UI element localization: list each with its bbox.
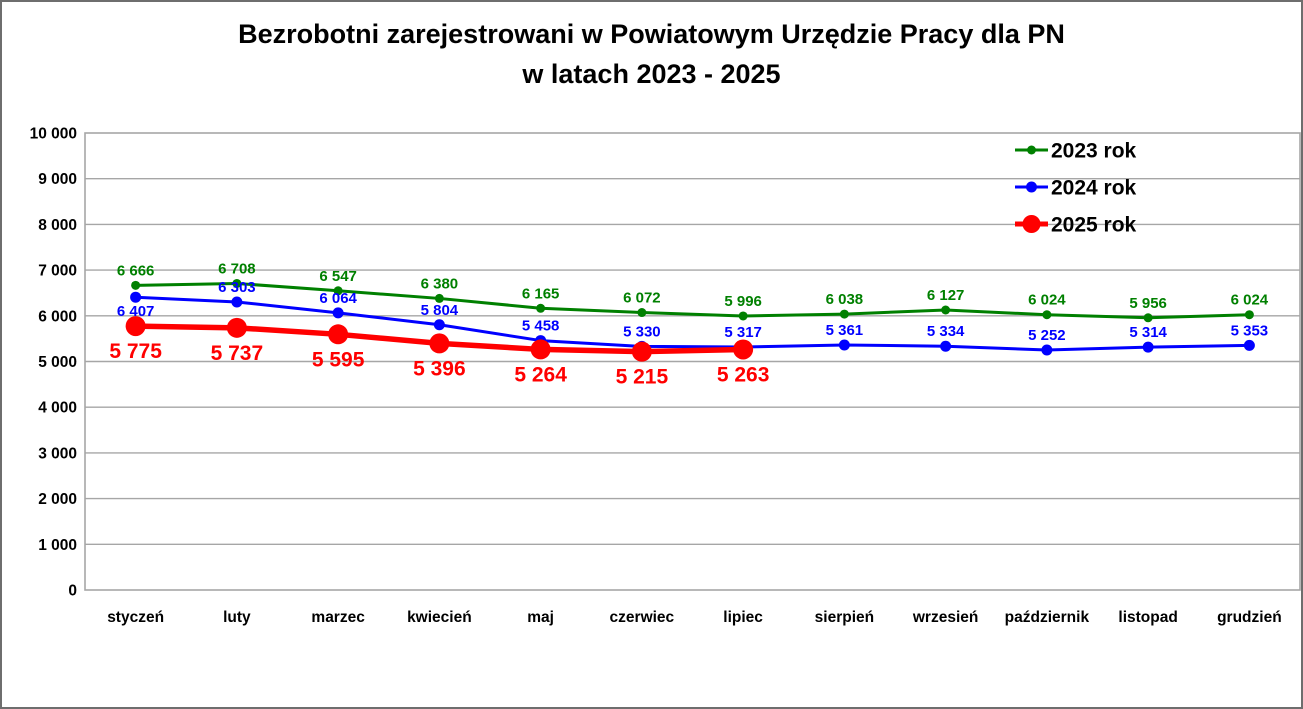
data-label-2024-rok-lipiec: 5 317 <box>724 324 762 341</box>
data-label-2024-rok-maj: 5 458 <box>522 318 560 335</box>
data-point-2023-rok-lipiec <box>738 311 748 321</box>
x-axis-label: październik <box>1005 609 1090 626</box>
series-line-2024-rok <box>134 295 1251 352</box>
data-label-2023-rok-maj: 6 165 <box>522 285 560 302</box>
data-point-2023-rok-kwiecień <box>434 293 444 303</box>
data-label-2024-rok-czerwiec: 5 330 <box>623 323 661 340</box>
data-point-2023-rok-wrzesień <box>941 305 951 315</box>
x-axis-label: czerwiec <box>610 609 675 626</box>
data-point-2024-rok-grudzień <box>1243 339 1255 351</box>
data-point-2024-rok-wrzesień <box>940 340 952 352</box>
y-axis-tick-label: 3 000 <box>38 445 77 462</box>
data-label-2023-rok-październik: 6 024 <box>1028 292 1066 309</box>
data-point-2023-rok-październik <box>1042 310 1052 320</box>
data-point-2025-rok-czerwiec <box>631 341 652 362</box>
data-label-2024-rok-luty: 6 303 <box>218 279 256 296</box>
y-axis-tick-label: 9 000 <box>38 171 77 188</box>
data-point-2023-rok-sierpień <box>839 309 849 319</box>
data-label-2023-rok-lipiec: 5 996 <box>724 293 762 310</box>
data-label-2023-rok-kwiecień: 6 380 <box>421 275 459 292</box>
x-axis-label: styczeń <box>107 609 164 626</box>
data-point-2023-rok-luty <box>232 278 242 288</box>
x-axis-label: sierpień <box>815 609 874 626</box>
data-point-2023-rok-czerwiec <box>637 308 647 318</box>
legend-marker-2025-rok <box>1022 215 1041 233</box>
data-point-2024-rok-marzec <box>332 307 344 319</box>
y-axis-tick-label: 5 000 <box>38 354 77 371</box>
data-label-2024-rok-styczeń: 6 407 <box>117 303 155 320</box>
x-axis-label: marzec <box>311 609 365 626</box>
data-label-2023-rok-wrzesień: 6 127 <box>927 287 965 304</box>
data-point-2023-rok-listopad <box>1143 313 1153 323</box>
data-point-2023-rok-grudzień <box>1244 310 1254 320</box>
legend-label-2024-rok: 2024 rok <box>1051 177 1137 200</box>
data-label-2024-rok-sierpień: 5 361 <box>826 322 864 339</box>
series-line-2023-rok <box>134 281 1251 320</box>
data-point-2024-rok-kwiecień <box>433 319 445 331</box>
data-label-2023-rok-luty: 6 708 <box>218 260 256 277</box>
data-label-2023-rok-grudzień: 6 024 <box>1231 292 1269 309</box>
y-axis-tick-label: 10 000 <box>30 126 77 143</box>
legend-marker-2024-rok <box>1026 181 1037 193</box>
data-label-2025-rok-maj: 5 264 <box>514 363 567 386</box>
y-axis-tick-label: 1 000 <box>38 537 77 554</box>
data-point-2025-rok-lipiec <box>733 339 754 360</box>
data-label-2025-rok-kwiecień: 5 396 <box>413 357 466 380</box>
y-axis-tick-label: 0 <box>68 583 77 600</box>
data-label-2023-rok-czerwiec: 6 072 <box>623 290 661 307</box>
x-axis-label: luty <box>223 609 251 626</box>
data-label-2025-rok-lipiec: 5 263 <box>717 363 770 386</box>
data-label-2023-rok-styczeń: 6 666 <box>117 262 155 279</box>
y-axis-tick-label: 7 000 <box>38 263 77 280</box>
data-label-2023-rok-marzec: 6 547 <box>319 268 357 285</box>
data-point-2025-rok-kwiecień <box>429 333 450 354</box>
data-label-2025-rok-luty: 5 737 <box>211 342 264 365</box>
x-axis-label: kwiecień <box>407 609 472 626</box>
data-point-2024-rok-styczeń <box>130 291 142 303</box>
data-point-2023-rok-styczeń <box>131 280 141 290</box>
y-axis-tick-label: 2 000 <box>38 491 77 508</box>
x-axis-label: grudzień <box>1217 609 1282 626</box>
x-axis-label: listopad <box>1118 609 1177 626</box>
data-point-2023-rok-marzec <box>333 286 343 296</box>
data-label-2023-rok-sierpień: 6 038 <box>826 291 864 308</box>
data-point-2025-rok-styczeń <box>125 316 146 337</box>
data-point-2024-rok-sierpień <box>838 339 850 351</box>
data-label-2024-rok-październik: 5 252 <box>1028 327 1066 344</box>
data-label-2024-rok-grudzień: 5 353 <box>1231 322 1269 339</box>
x-axis-label: lipiec <box>723 609 763 626</box>
data-point-2025-rok-luty <box>226 317 247 338</box>
legend-label-2025-rok: 2025 rok <box>1051 214 1137 237</box>
data-label-2024-rok-listopad: 5 314 <box>1129 324 1167 341</box>
data-label-2025-rok-czerwiec: 5 215 <box>616 366 669 389</box>
data-label-2023-rok-listopad: 5 956 <box>1129 295 1167 312</box>
data-label-2024-rok-marzec: 6 064 <box>319 290 357 307</box>
data-point-2025-rok-marzec <box>328 324 349 345</box>
data-point-2024-rok-listopad <box>1142 341 1154 353</box>
data-label-2024-rok-kwiecień: 5 804 <box>421 302 459 319</box>
x-axis-label: maj <box>527 609 554 626</box>
data-point-2024-rok-luty <box>231 296 243 308</box>
legend-label-2023-rok: 2023 rok <box>1051 140 1137 163</box>
data-label-2025-rok-marzec: 5 595 <box>312 348 365 371</box>
x-axis-label: wrzesień <box>912 609 978 626</box>
y-axis-tick-label: 4 000 <box>38 400 77 417</box>
plot-area-border <box>84 132 1301 591</box>
data-point-2025-rok-maj <box>530 339 551 360</box>
data-label-2025-rok-styczeń: 5 775 <box>109 340 162 363</box>
data-point-2023-rok-maj <box>536 303 546 313</box>
data-point-2024-rok-październik <box>1041 344 1053 356</box>
data-label-2024-rok-wrzesień: 5 334 <box>927 323 965 340</box>
legend-marker-2023-rok <box>1027 145 1036 155</box>
y-axis-tick-label: 8 000 <box>38 217 77 234</box>
y-axis-tick-label: 6 000 <box>38 308 77 325</box>
